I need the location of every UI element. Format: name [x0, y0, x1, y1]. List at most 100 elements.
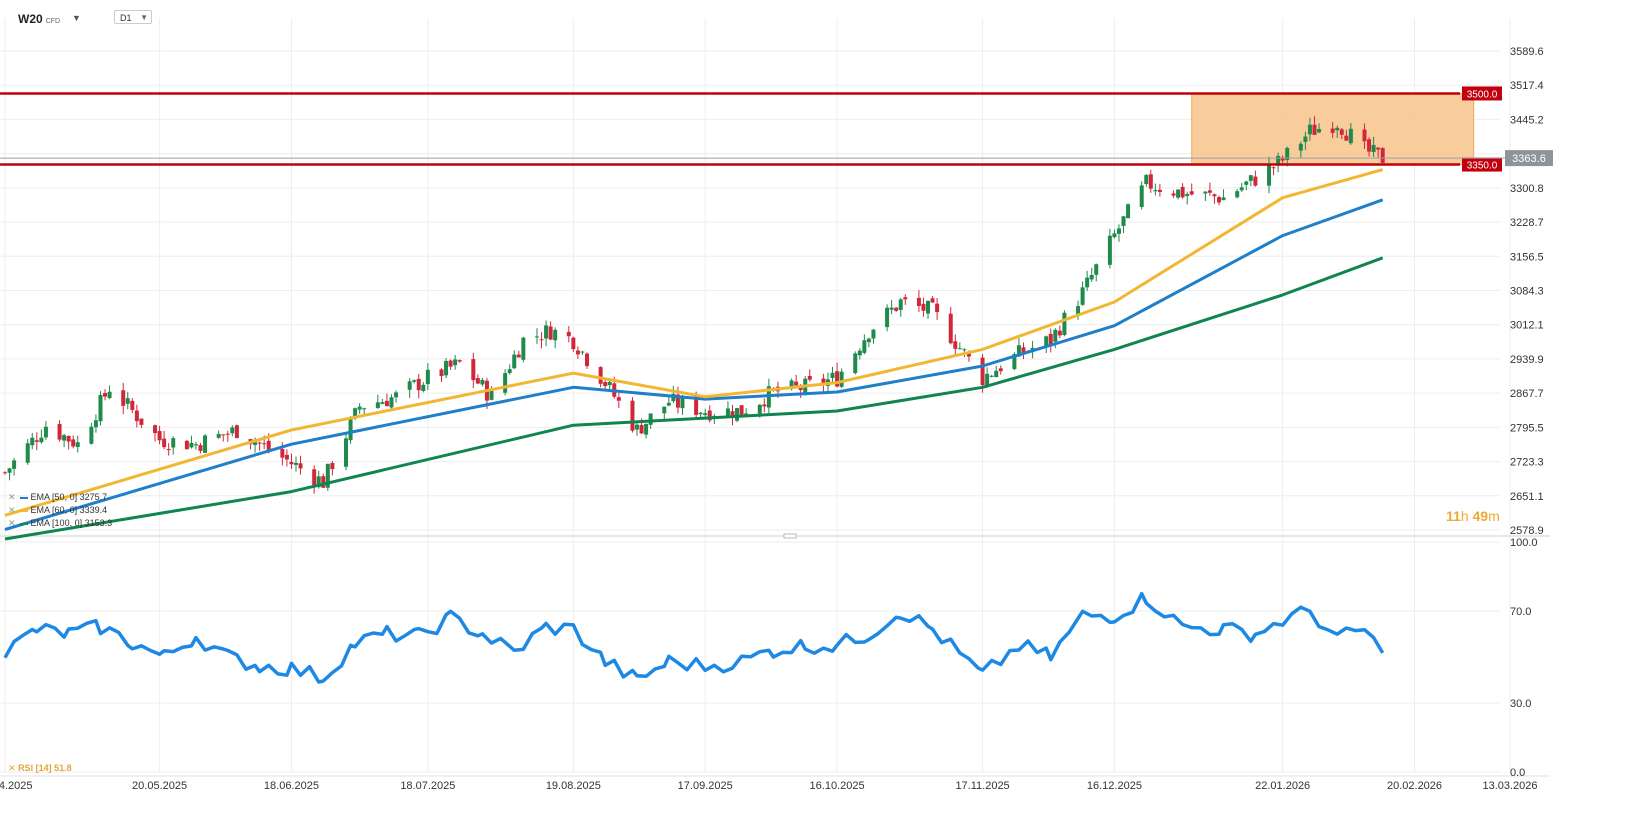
- candle: [853, 351, 858, 375]
- legend-swatch: [19, 522, 28, 525]
- candle-body: [416, 378, 421, 391]
- legend-ema-100[interactable]: ✕ EMA [100, 0] 3153.3: [8, 517, 112, 530]
- candle: [344, 433, 349, 471]
- candle-body: [3, 472, 7, 474]
- candle-body: [985, 373, 990, 385]
- candle: [7, 467, 12, 481]
- symbol-name: W20: [18, 12, 43, 26]
- candle: [130, 398, 135, 414]
- candle: [1139, 181, 1144, 210]
- candle: [162, 430, 167, 450]
- price-tick-label: 3300.8: [1510, 183, 1544, 195]
- price-tick-label: 2867.7: [1510, 388, 1544, 400]
- candle-body: [439, 369, 444, 376]
- candle: [1317, 123, 1322, 134]
- candle-body: [1280, 157, 1285, 161]
- candle-body: [1221, 197, 1226, 201]
- remove-indicator-icon[interactable]: ✕: [8, 492, 16, 502]
- candle: [444, 358, 449, 379]
- symbol-selector[interactable]: W20 CFD: [18, 12, 60, 26]
- candle: [184, 440, 189, 450]
- candle: [1157, 184, 1162, 197]
- candle: [885, 304, 890, 332]
- candle-body: [1307, 124, 1312, 135]
- candle-body: [257, 442, 262, 444]
- candle: [93, 414, 98, 433]
- candle-body: [157, 430, 162, 441]
- candle-body: [566, 331, 571, 337]
- candle-body: [1371, 144, 1376, 152]
- candle: [66, 435, 71, 450]
- candle: [1376, 147, 1381, 158]
- candle: [71, 435, 76, 449]
- candle: [1207, 182, 1212, 196]
- candle: [1085, 270, 1090, 291]
- candle: [871, 328, 876, 344]
- candle-body: [1271, 167, 1276, 169]
- timeframe-chevron-icon: ▼: [140, 13, 148, 22]
- candle-body: [794, 381, 799, 386]
- candle-body: [1189, 191, 1194, 195]
- candle: [157, 425, 162, 445]
- candle-body: [1048, 333, 1053, 345]
- candle-body: [1362, 129, 1367, 142]
- candle: [1062, 310, 1067, 337]
- timeframe-select[interactable]: D1 ▼: [114, 10, 152, 24]
- remove-indicator-icon[interactable]: ✕: [8, 505, 16, 515]
- candle: [1048, 328, 1053, 353]
- candle: [630, 397, 635, 433]
- candle: [284, 449, 289, 467]
- candle: [1144, 174, 1149, 187]
- candle-body: [344, 438, 349, 467]
- date-tick-label: 13.03.2026: [1482, 780, 1537, 792]
- candle-body: [675, 394, 680, 408]
- candle-body: [1380, 148, 1385, 163]
- rsi-tick-label: 70.0: [1510, 606, 1531, 618]
- candle-body: [357, 406, 362, 410]
- candle: [1380, 147, 1385, 164]
- candle: [171, 436, 176, 455]
- candle-body: [1317, 128, 1322, 133]
- candle: [1298, 141, 1303, 158]
- candle: [107, 385, 112, 400]
- candle: [866, 337, 871, 348]
- timeframe-value: D1: [120, 13, 132, 23]
- candle-body: [43, 426, 48, 438]
- candle: [807, 369, 812, 382]
- candle-body: [866, 338, 871, 343]
- legend-ema-60[interactable]: ✕ EMA [60, 0] 3339.4: [8, 504, 112, 517]
- candle-body: [1212, 194, 1217, 197]
- candle-body: [998, 368, 1003, 372]
- remove-indicator-icon[interactable]: ✕: [8, 763, 16, 773]
- candle-body: [662, 406, 667, 414]
- candle-body: [1094, 264, 1099, 275]
- candle: [380, 398, 385, 405]
- candle-body: [584, 353, 589, 367]
- candle: [407, 378, 412, 398]
- candle-body: [453, 359, 458, 366]
- candle-body: [1248, 175, 1253, 181]
- candle-body: [34, 440, 39, 442]
- rsi-legend[interactable]: ✕ RSI [14] 51.8: [8, 763, 72, 774]
- candle-body: [916, 297, 921, 306]
- candle: [1112, 229, 1117, 239]
- candle: [898, 297, 903, 317]
- candle-body: [30, 437, 35, 446]
- candle: [1344, 129, 1349, 141]
- candle-body: [694, 396, 699, 415]
- candle-body: [935, 303, 940, 313]
- candle-body: [835, 371, 840, 387]
- candle: [189, 435, 194, 449]
- chevron-down-icon[interactable]: ▼: [72, 13, 81, 23]
- candle: [1203, 191, 1208, 202]
- candle-body: [539, 339, 544, 341]
- date-tick-label: 22.01.2026: [1255, 780, 1310, 792]
- candle-body: [316, 476, 321, 488]
- candle-body: [471, 359, 476, 381]
- remove-indicator-icon[interactable]: ✕: [8, 518, 16, 528]
- candle: [389, 394, 394, 410]
- legend-ema-50[interactable]: ✕ EMA [50, 0] 3275.7: [8, 491, 112, 504]
- candle-body: [648, 413, 653, 425]
- candle-body: [166, 449, 171, 451]
